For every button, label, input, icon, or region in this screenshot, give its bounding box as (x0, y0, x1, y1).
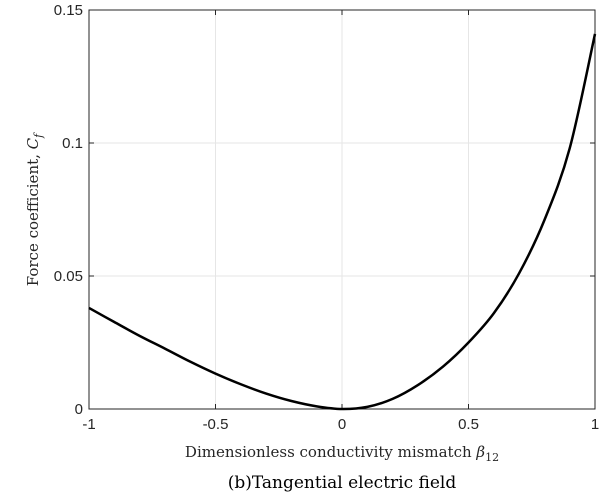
grid (89, 10, 595, 409)
y-tick-label: 0.1 (62, 135, 83, 152)
x-tick-label: 0 (338, 416, 346, 433)
tick-labels: -1 -0.5 0 0.5 1 0 0.05 0.1 0.15 (54, 2, 599, 433)
figure-caption: (b)Tangential electric field (228, 473, 457, 493)
x-tick-label: -0.5 (203, 416, 229, 433)
y-axis-label-text: Force coefficient, (24, 149, 42, 286)
series-line (88, 33, 597, 411)
y-axis-label-symbol: C (24, 137, 42, 149)
x-axis-label-text: Dimensionless conductivity mismatch (185, 443, 476, 461)
y-axis-label-subscript: f (32, 132, 45, 139)
x-tick-label: 1 (591, 416, 599, 433)
x-axis-label-symbol: β (475, 443, 485, 461)
y-axis-label: Force coefficient, Cf (24, 132, 45, 286)
ticks (88, 9, 596, 410)
x-tick-label: -1 (82, 416, 95, 433)
x-axis-label-subscript: 12 (485, 451, 499, 464)
y-tick-label: 0.15 (54, 2, 83, 19)
y-tick-label: 0.05 (54, 268, 83, 285)
y-tick-label: 0 (75, 401, 83, 418)
x-axis-label: Dimensionless conductivity mismatch β12 (185, 443, 499, 464)
x-tick-label: 0.5 (458, 416, 479, 433)
